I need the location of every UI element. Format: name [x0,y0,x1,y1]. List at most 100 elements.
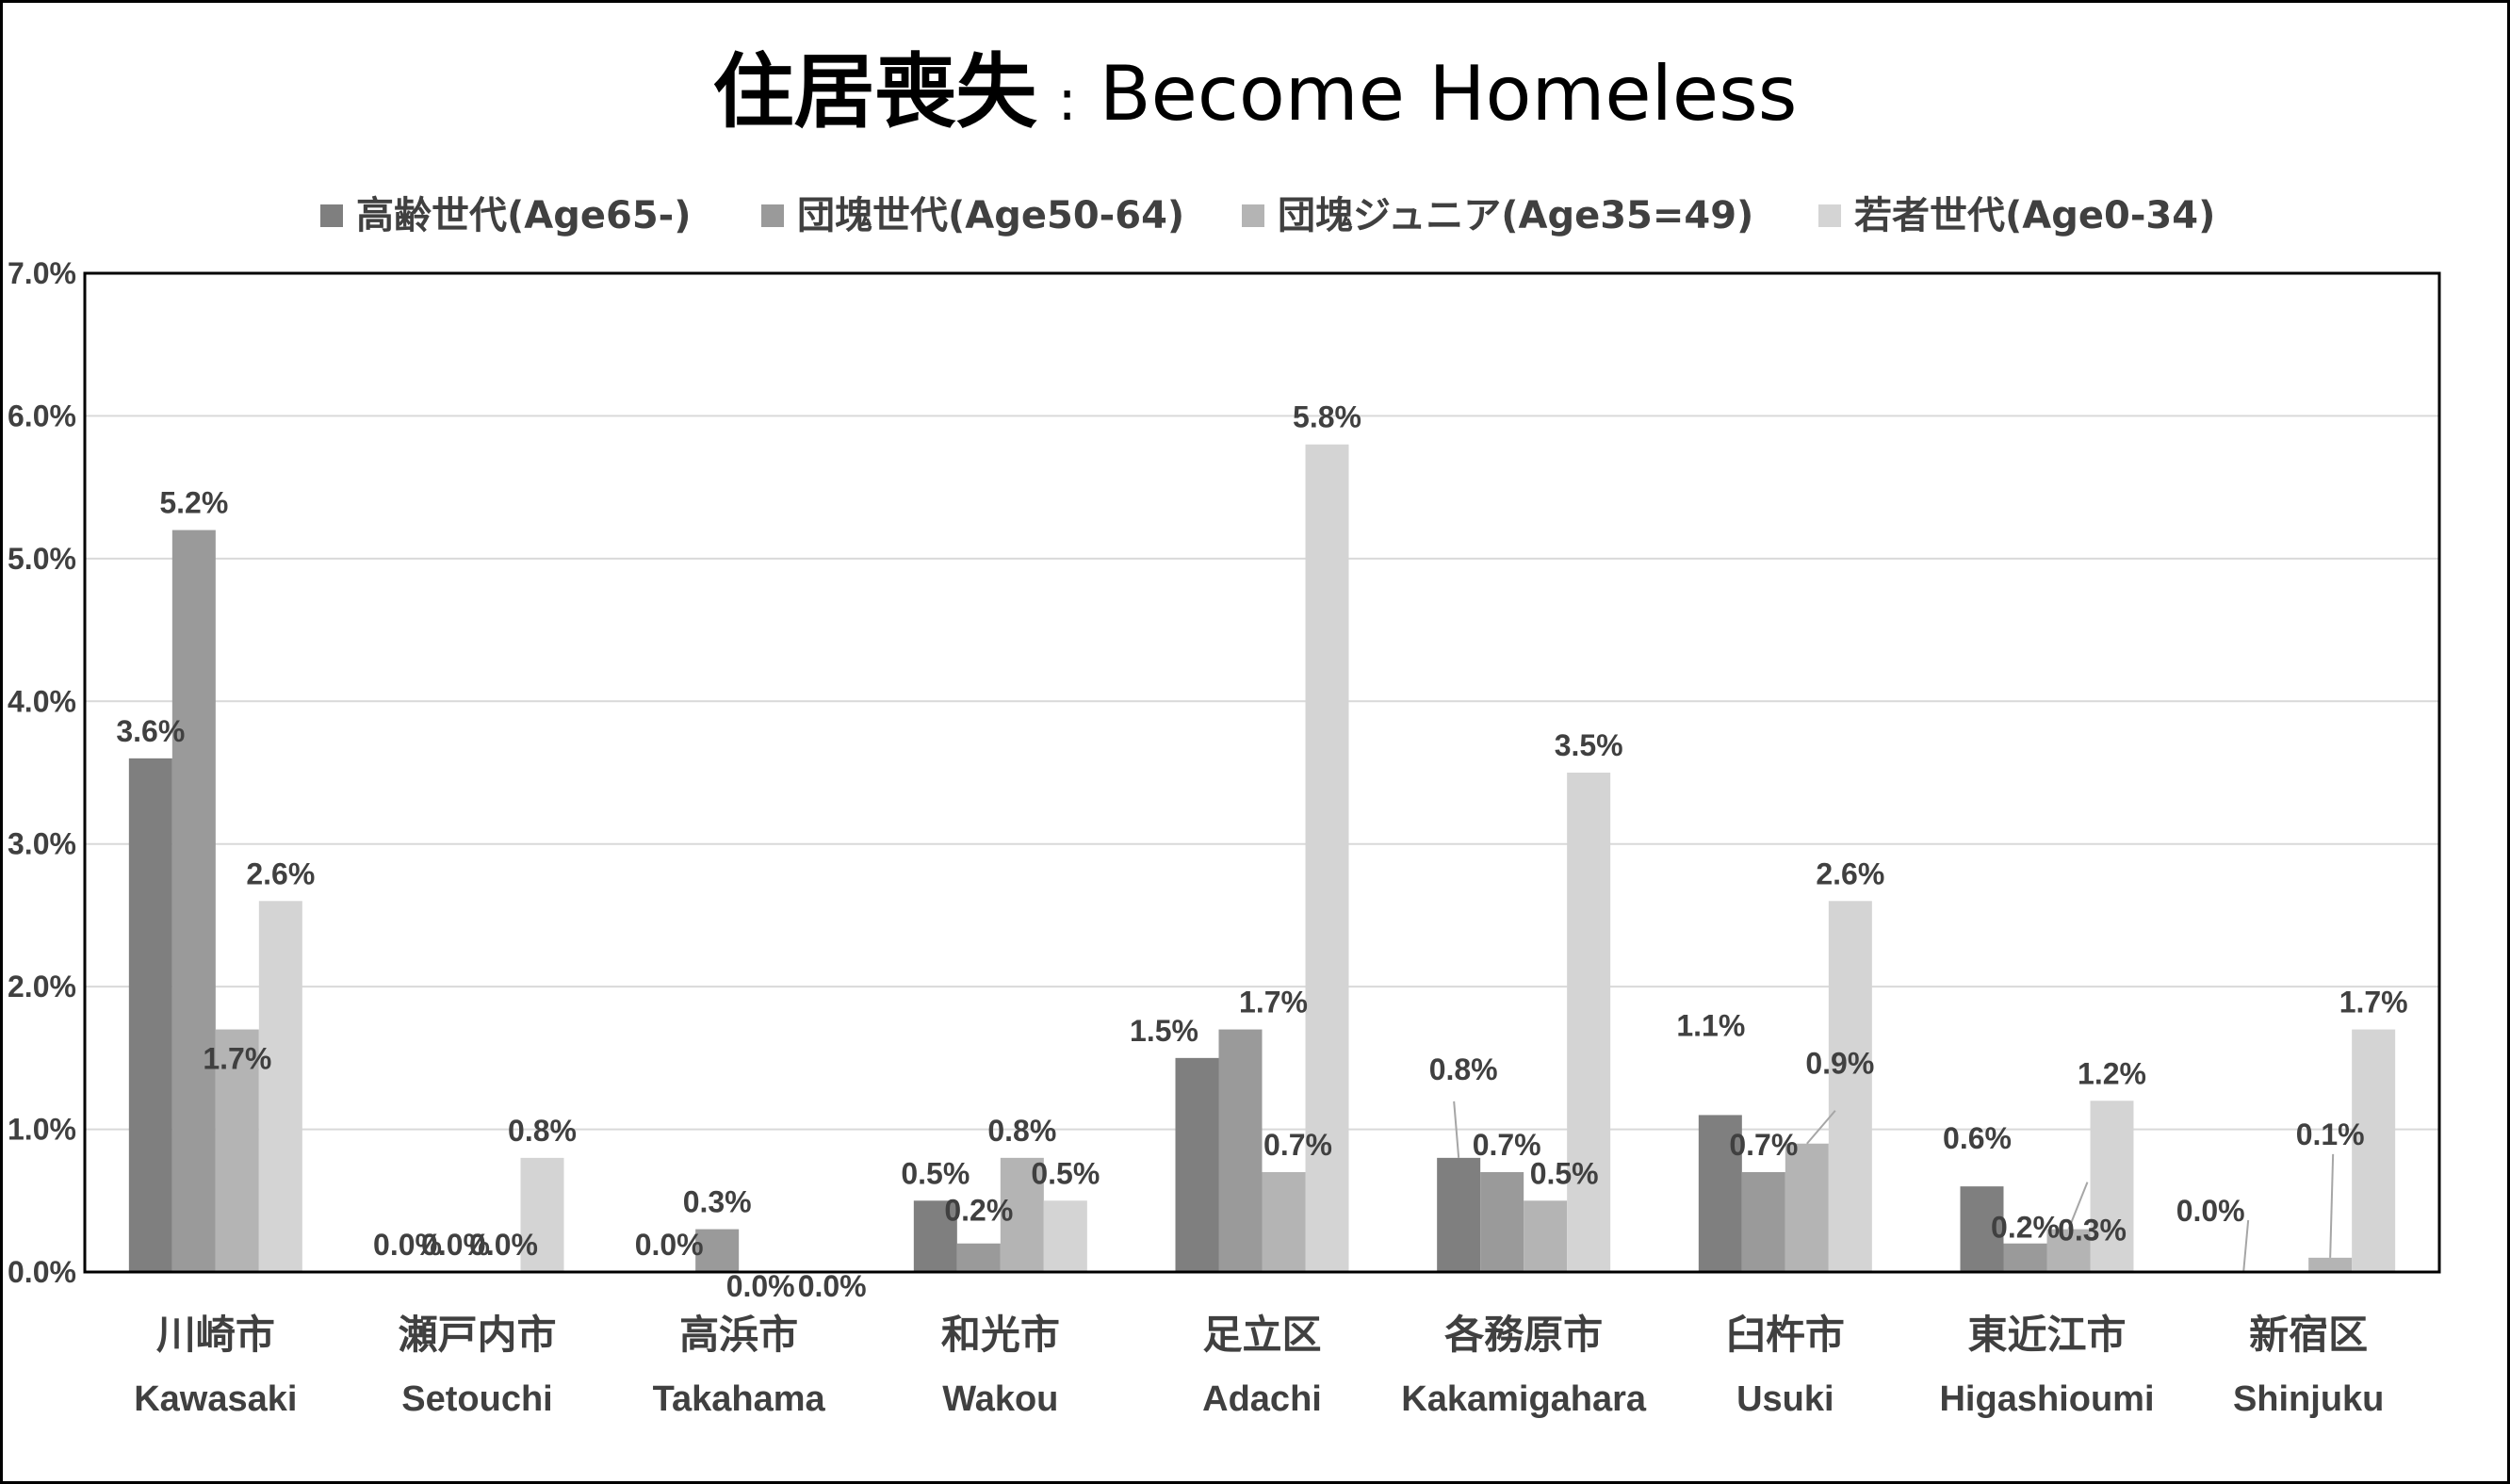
y-tick-label: 7.0% [8,256,76,290]
bar [956,1243,1001,1272]
bar [1480,1172,1524,1272]
data-label: 0.2% [1991,1211,2060,1245]
leader-lines [1453,1101,2335,1273]
bar [215,1029,259,1272]
x-tick-label-jp: 川崎市 [156,1312,275,1358]
legend: 高齢世代(Age65-) 団塊世代(Age50-64) 団塊ジュニア(Age35=4… [320,194,2215,237]
data-label: 0.5% [901,1156,970,1190]
x-tick-label-jp: 足立区 [1202,1312,1321,1358]
bar [2090,1101,2134,1272]
data-label: 1.5% [1130,1014,1198,1048]
bar [1785,1143,1829,1272]
bar [1175,1057,1219,1272]
data-label: 0.6% [1943,1121,2012,1155]
bar [2308,1257,2353,1272]
data-label: 0.9% [1805,1047,1874,1081]
data-label: 1.7% [1239,986,1308,1019]
chart-title-sep: : [1058,68,1077,134]
bar [1741,1172,1785,1272]
bar [128,758,172,1272]
x-tick-label-jp: 東近江市 [1967,1312,2126,1358]
bar [1524,1200,1568,1272]
data-label: 0.0% [798,1269,867,1303]
bar [913,1200,957,1272]
y-tick-label: 2.0% [8,970,76,1003]
data-label: 0.0% [726,1269,795,1303]
y-tick-label: 0.0% [8,1255,76,1289]
data-label: 0.8% [987,1114,1056,1148]
bar [1698,1115,1742,1272]
x-tick-label-jp: 臼杵市 [1726,1312,1845,1358]
data-label: 0.2% [944,1194,1013,1228]
data-label: 2.6% [246,856,315,890]
x-tick-label-en: Wakou [942,1379,1058,1419]
data-labels: 3.6%5.2%1.7%2.6%0.0%0.0%0.0%0.8%0.0%0.3%… [116,400,2407,1303]
data-label: 0.5% [1031,1156,1100,1190]
data-label: 0.7% [1473,1128,1541,1162]
x-tick-label-en: Kakamigahara [1401,1379,1647,1419]
bar [520,1157,564,1272]
leader-line [1453,1101,1460,1158]
data-label: 0.7% [1263,1128,1332,1162]
legend-label: 若者世代(Age0-34) [1854,194,2215,237]
data-label: 1.1% [1676,1008,1745,1042]
data-label: 3.6% [116,714,185,748]
x-tick-label-jp: 和光市 [941,1312,1060,1358]
bar [1567,773,1611,1272]
bar [695,1229,740,1272]
bar [258,901,302,1272]
x-tick-label-en: Higashioumi [1939,1379,2154,1419]
bar [1960,1186,2004,1272]
y-tick-label: 3.0% [8,827,76,861]
legend-swatch [320,204,343,227]
data-label: 3.5% [1555,728,1623,762]
x-tick-label-en: Takahama [653,1379,826,1419]
data-label: 0.8% [1429,1052,1498,1086]
data-label: 0.0% [469,1228,538,1262]
data-label: 0.0% [2176,1194,2245,1228]
leader-line [1806,1110,1836,1145]
bar [2046,1229,2091,1272]
data-label: 0.0% [635,1228,704,1262]
y-tick-label: 1.0% [8,1113,76,1147]
x-tick-label-jp: 各務原市 [1444,1312,1603,1358]
x-tick-label-en: Shinjuku [2233,1379,2384,1419]
chart-title-en: Become Homeless [1100,50,1798,138]
legend-label: 団塊世代(Age50-64) [797,194,1184,237]
x-tick-label-en: Setouchi [401,1379,552,1419]
chart-title: 住居喪失: Become Homeless [713,45,1798,139]
y-tick-label: 5.0% [8,542,76,576]
y-tick-label: 6.0% [8,399,76,432]
bar [1305,444,1349,1272]
bar [2352,1029,2396,1272]
legend-swatch [761,204,784,227]
data-label: 0.5% [1530,1156,1599,1190]
bar [171,530,216,1272]
data-label: 0.3% [2058,1214,2127,1248]
data-label: 1.7% [203,1042,271,1076]
gridlines [85,415,2439,1131]
bar [1262,1172,1306,1272]
y-tick-label: 4.0% [8,684,76,718]
bar [1218,1029,1263,1272]
x-tick-label-jp: 瀬戸内市 [398,1312,556,1358]
leader-line [2067,1182,2089,1230]
bars [128,444,2396,1272]
leader-line [2242,1219,2250,1273]
leader-line [2329,1153,2335,1258]
chart-title-jp: 住居喪失 [713,45,1038,139]
bar [2003,1243,2047,1272]
data-label: 5.2% [159,486,228,520]
bar [1043,1200,1087,1272]
data-label: 1.2% [2078,1056,2146,1090]
legend-swatch [1818,204,1841,227]
x-tick-label-en: Kawasaki [134,1379,297,1419]
data-label: 0.8% [508,1114,577,1148]
x-tick-label-en: Usuki [1736,1379,1834,1419]
legend-swatch [1242,204,1264,227]
data-label: 0.1% [2296,1117,2365,1151]
x-axis-labels: 川崎市 Kawasaki 瀬戸内市 Setouchi 高浜市 Takahama 和光市 Wak… [134,1312,2384,1419]
bar [1000,1157,1044,1272]
